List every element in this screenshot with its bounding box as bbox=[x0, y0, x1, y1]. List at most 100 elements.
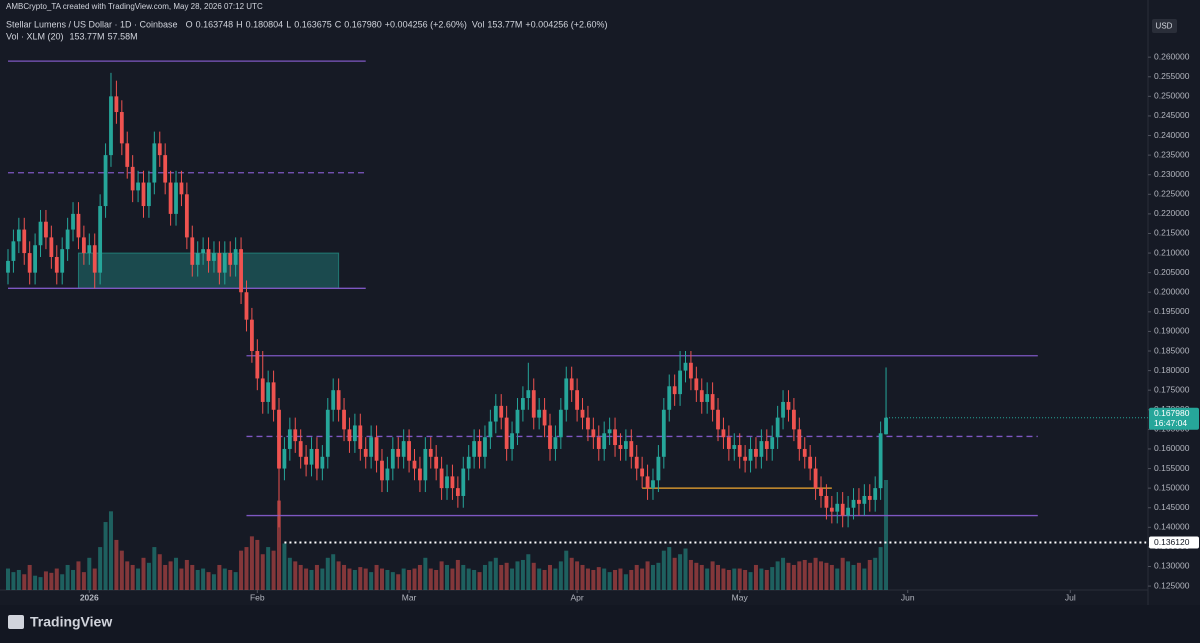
y-tick-label: 0.255000 bbox=[1154, 71, 1190, 81]
volume-bar bbox=[271, 550, 276, 590]
y-tick-label: 0.225000 bbox=[1154, 189, 1190, 199]
level-label: 0.136120 bbox=[1154, 537, 1190, 547]
credit: AMBCrypto_TA created with TradingView.co… bbox=[6, 2, 263, 11]
ohlc-key: L bbox=[286, 19, 291, 29]
candle-body bbox=[44, 221, 48, 238]
candle-body bbox=[103, 155, 108, 207]
x-tick-label: Feb bbox=[250, 592, 265, 602]
candle-body bbox=[455, 488, 460, 496]
candle-body bbox=[168, 182, 173, 214]
candle-body bbox=[38, 221, 43, 246]
currency-badge[interactable] bbox=[1152, 19, 1177, 33]
candle-body bbox=[743, 456, 748, 461]
volume-bar bbox=[575, 561, 580, 590]
candle-body bbox=[434, 456, 439, 469]
candle-body bbox=[309, 448, 314, 465]
volume-bar bbox=[152, 547, 157, 590]
y-tick-label: 0.140000 bbox=[1154, 522, 1190, 532]
volume-bar bbox=[493, 557, 498, 590]
volume-bar bbox=[515, 561, 520, 590]
y-tick-label: 0.260000 bbox=[1154, 51, 1190, 61]
candle-body bbox=[195, 253, 200, 265]
candle-body bbox=[87, 245, 92, 254]
volume-bar bbox=[65, 564, 70, 590]
volume-bar bbox=[33, 575, 38, 590]
volume-bar bbox=[266, 547, 271, 590]
volume-bar bbox=[775, 561, 780, 590]
volume-bar bbox=[6, 568, 10, 590]
candle-body bbox=[645, 476, 650, 489]
volume-bar bbox=[201, 568, 206, 590]
x-tick-label: Mar bbox=[402, 592, 417, 602]
candle-body bbox=[65, 229, 70, 250]
candle-body bbox=[867, 495, 872, 500]
candle-body bbox=[439, 468, 444, 489]
volume-bar bbox=[472, 569, 477, 590]
volume-bar bbox=[737, 568, 742, 590]
volume-bar bbox=[862, 568, 867, 590]
volume-bar bbox=[390, 572, 395, 590]
currency[interactable]: USD bbox=[1156, 22, 1173, 31]
volume-bar bbox=[650, 564, 655, 590]
ohlc-key: C bbox=[335, 19, 342, 29]
volume-bar bbox=[770, 567, 775, 590]
volume-bar bbox=[287, 557, 292, 590]
volume-bar bbox=[548, 564, 552, 590]
ohlc-value: 0.163675 bbox=[294, 19, 332, 29]
candle-body bbox=[461, 468, 466, 496]
plot-area bbox=[6, 60, 1148, 590]
volume-study-value: 153.77M bbox=[70, 31, 105, 41]
volume-bar bbox=[732, 568, 737, 590]
candle-body bbox=[407, 441, 411, 461]
volume-bar bbox=[819, 561, 823, 590]
volume-bar bbox=[629, 569, 634, 590]
x-tick-label: Jul bbox=[1065, 592, 1076, 602]
candle-body bbox=[710, 394, 715, 410]
volume-bar bbox=[141, 557, 146, 590]
volume-bar bbox=[520, 559, 525, 590]
candle-body bbox=[206, 249, 211, 261]
volume-bar bbox=[878, 547, 883, 590]
volume-bar bbox=[526, 554, 531, 590]
candle-body bbox=[510, 433, 514, 449]
candle-body bbox=[260, 378, 265, 402]
volume-bar bbox=[168, 561, 173, 590]
volume-bar bbox=[76, 561, 81, 590]
candle-body bbox=[569, 378, 574, 391]
volume-bar bbox=[846, 561, 851, 590]
candle-body bbox=[802, 448, 807, 457]
candle-body bbox=[493, 405, 498, 422]
volume-bar bbox=[396, 574, 401, 590]
volume-bar bbox=[379, 568, 384, 590]
volume-bar bbox=[125, 561, 130, 590]
volume-bar bbox=[564, 550, 569, 590]
y-tick-label: 0.185000 bbox=[1154, 345, 1190, 355]
candle-body bbox=[726, 437, 731, 449]
y-tick-label: 0.150000 bbox=[1154, 482, 1190, 492]
volume-bar bbox=[678, 554, 683, 590]
volume-bar bbox=[49, 572, 54, 590]
volume-bar bbox=[781, 557, 786, 590]
volume-bar bbox=[569, 557, 574, 590]
candle-body bbox=[179, 182, 184, 195]
volume-bar bbox=[602, 568, 607, 590]
candle-body bbox=[119, 112, 124, 144]
volume-bar bbox=[542, 569, 547, 590]
volume-bar bbox=[38, 577, 43, 590]
candle-body bbox=[76, 213, 81, 238]
volume-bar bbox=[753, 564, 758, 590]
volume-bar bbox=[282, 543, 287, 590]
candle-body bbox=[71, 213, 75, 230]
candle-body bbox=[418, 468, 422, 481]
volume-bar bbox=[450, 568, 455, 590]
candle-body bbox=[282, 448, 287, 469]
y-tick-label: 0.155000 bbox=[1154, 463, 1190, 473]
volume-bar bbox=[726, 569, 731, 590]
candle-body bbox=[163, 155, 168, 183]
volume-bar bbox=[163, 564, 168, 590]
volume-bar bbox=[829, 564, 834, 590]
volume-bar bbox=[461, 564, 466, 590]
candle-body bbox=[862, 495, 867, 504]
candle-body bbox=[250, 319, 254, 352]
